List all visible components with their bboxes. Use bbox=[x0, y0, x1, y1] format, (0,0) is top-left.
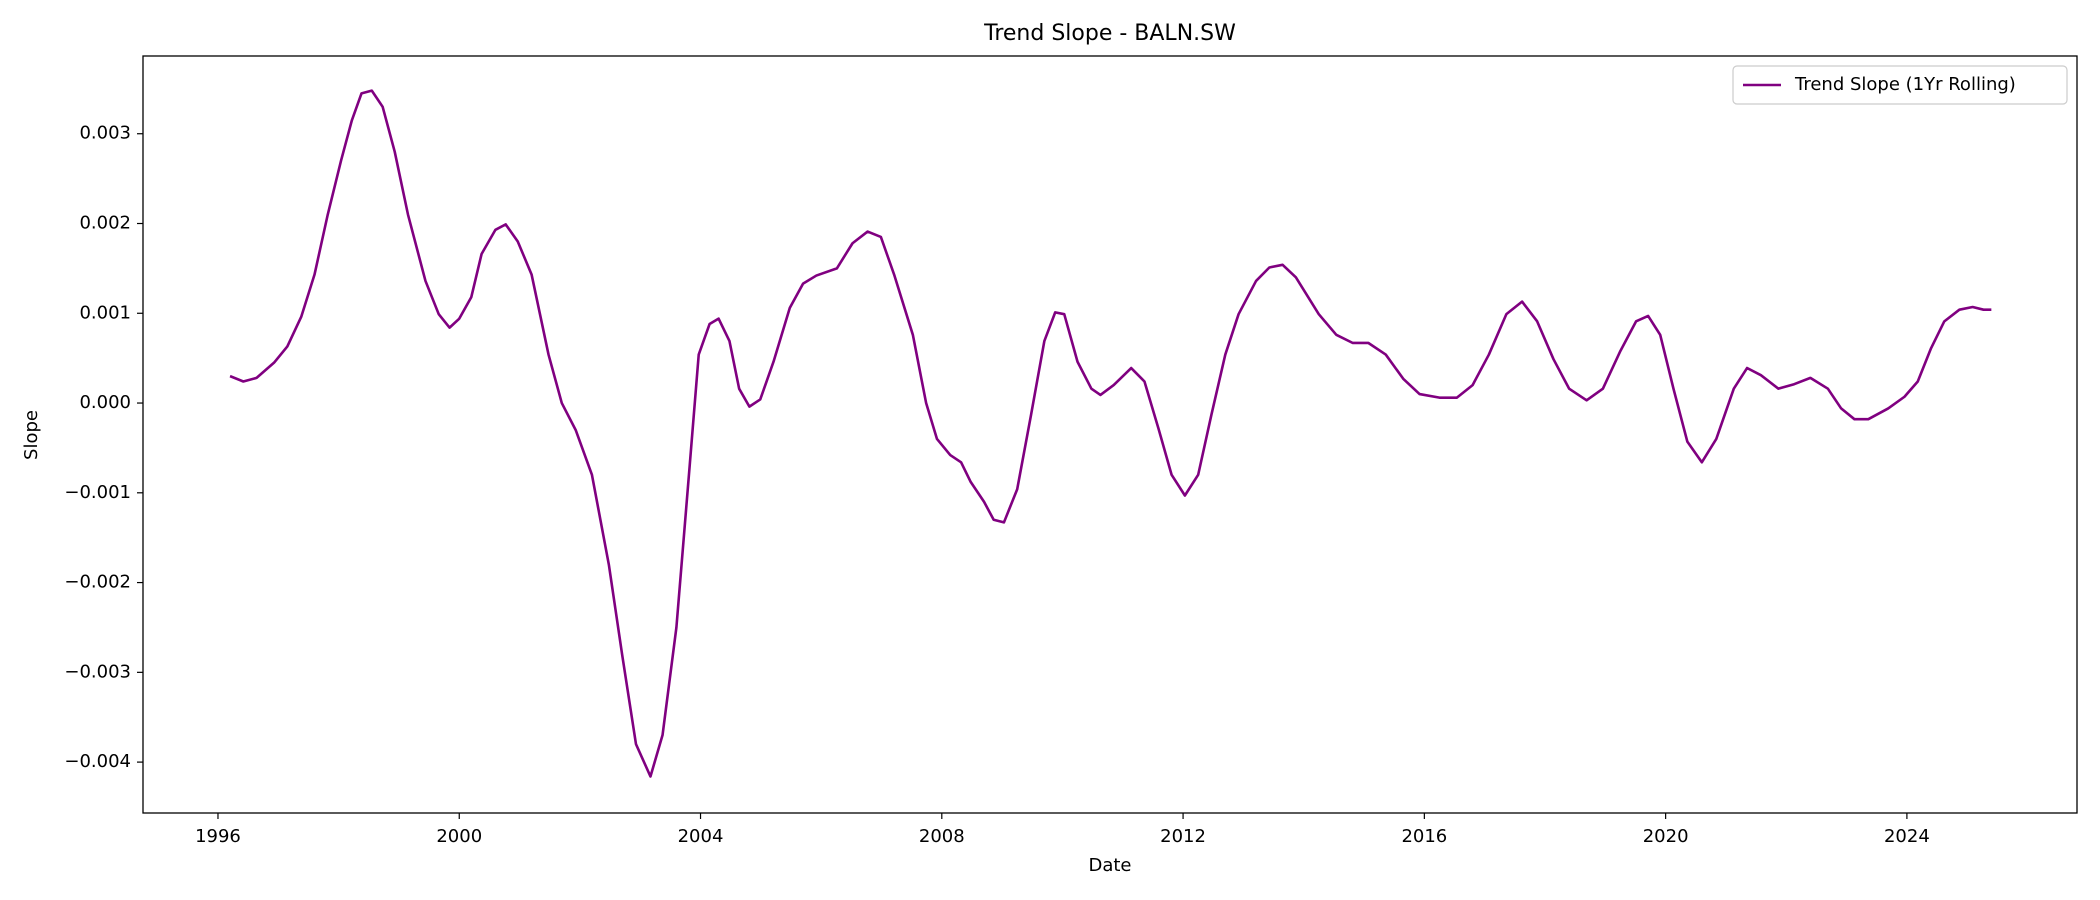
x-tick-label: 2016 bbox=[1401, 826, 1447, 847]
x-tick-label: 2012 bbox=[1160, 826, 1206, 847]
y-tick-label: −0.003 bbox=[64, 661, 131, 682]
y-tick-label: −0.002 bbox=[64, 572, 131, 593]
y-axis-label: Slope bbox=[21, 410, 42, 460]
x-tick-label: 1996 bbox=[195, 826, 241, 847]
plot-frame bbox=[142, 55, 2078, 814]
y-tick-label: 0.000 bbox=[79, 392, 131, 413]
x-tick-label: 2008 bbox=[919, 826, 965, 847]
y-tick-label: −0.004 bbox=[64, 751, 131, 772]
y-tick-label: 0.001 bbox=[79, 302, 131, 323]
x-tick-label: 2024 bbox=[1884, 826, 1930, 847]
y-tick-label: 0.003 bbox=[79, 123, 131, 144]
y-tick-label: −0.001 bbox=[64, 482, 131, 503]
x-axis-label: Date bbox=[1088, 855, 1131, 876]
legend-label: Trend Slope (1Yr Rolling) bbox=[1794, 74, 2016, 95]
y-tick-label: 0.002 bbox=[79, 213, 131, 234]
x-tick-label: 2004 bbox=[678, 826, 724, 847]
series-line bbox=[229, 89, 1992, 778]
legend-box bbox=[1732, 65, 2068, 105]
chart-title: Trend Slope - BALN.SW bbox=[983, 21, 1236, 46]
x-tick-label: 2000 bbox=[436, 826, 482, 847]
x-tick-label: 2020 bbox=[1643, 826, 1689, 847]
